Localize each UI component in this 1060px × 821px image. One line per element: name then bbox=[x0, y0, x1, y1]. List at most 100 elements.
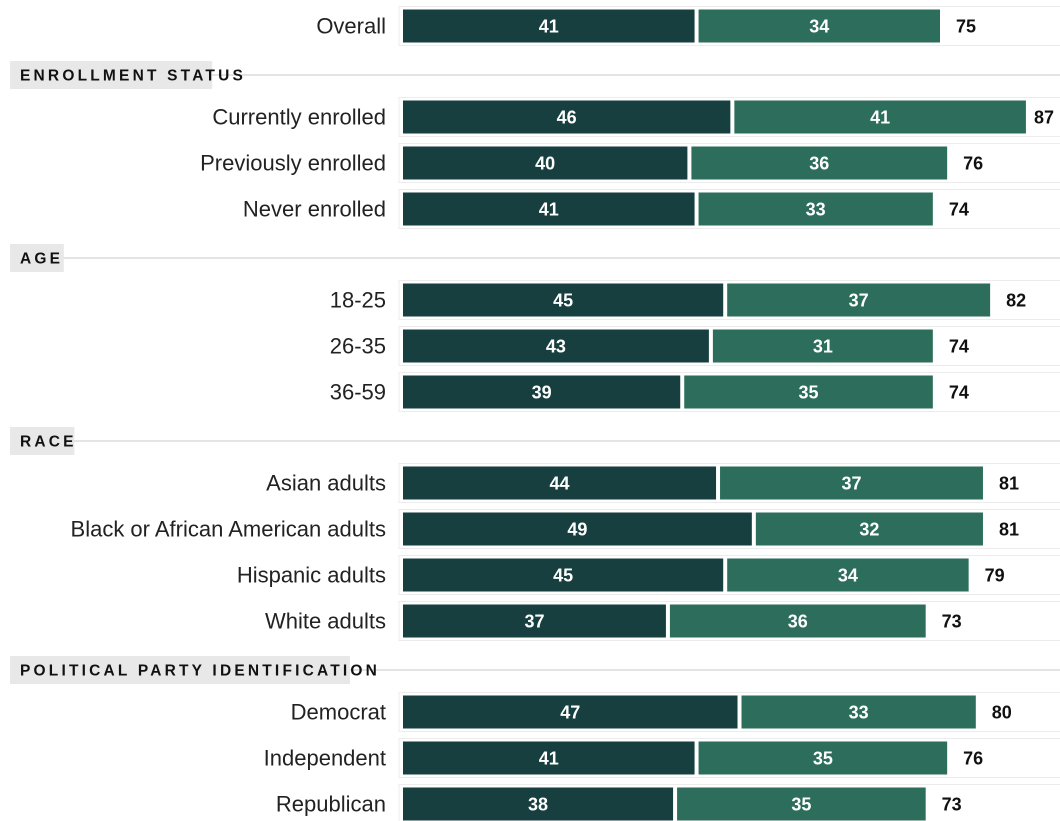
bar-value-label: 41 bbox=[539, 200, 559, 220]
total-label: 81 bbox=[999, 474, 1019, 494]
row-label: Never enrolled bbox=[243, 197, 386, 222]
bar-segment bbox=[698, 741, 948, 775]
row-label: 26-35 bbox=[330, 334, 386, 359]
bar-segment bbox=[712, 329, 933, 363]
bar-value-label: 34 bbox=[809, 17, 829, 37]
row-label: Republican bbox=[276, 792, 386, 817]
total-label: 74 bbox=[949, 337, 969, 357]
bar-value-label: 35 bbox=[813, 749, 833, 769]
bar-value-label: 41 bbox=[539, 17, 559, 37]
bar-segment bbox=[403, 283, 724, 317]
bar-segment bbox=[720, 466, 983, 500]
bar-segment bbox=[403, 192, 695, 226]
bar-value-label: 37 bbox=[524, 612, 544, 632]
row-track bbox=[398, 692, 1060, 732]
section-heading: RACE bbox=[20, 434, 77, 451]
bar-segment bbox=[734, 100, 1026, 134]
bar-segment bbox=[698, 192, 933, 226]
bar-segment bbox=[727, 283, 991, 317]
section-heading: AGE bbox=[20, 251, 63, 268]
bar-segment bbox=[403, 695, 738, 729]
bar-value-label: 46 bbox=[557, 108, 577, 128]
bar-segment bbox=[403, 604, 666, 638]
bar-value-label: 45 bbox=[553, 566, 573, 586]
section-band bbox=[10, 656, 350, 684]
bar-segment bbox=[403, 375, 681, 409]
bar-value-label: 49 bbox=[567, 520, 587, 540]
total-label: 76 bbox=[963, 154, 983, 174]
row-track bbox=[398, 143, 1060, 183]
bar-value-label: 33 bbox=[849, 703, 869, 723]
row-track bbox=[398, 784, 1060, 821]
bar-segment bbox=[403, 512, 752, 546]
row-track bbox=[398, 601, 1060, 641]
bar-value-label: 40 bbox=[535, 154, 555, 174]
bar-segment bbox=[403, 9, 695, 43]
row-label: Democrat bbox=[291, 700, 386, 725]
bar-value-label: 33 bbox=[806, 200, 826, 220]
total-label: 87 bbox=[1034, 108, 1054, 128]
bar-segment bbox=[403, 146, 688, 180]
row-label: 36-59 bbox=[330, 380, 386, 405]
row-track bbox=[398, 326, 1060, 366]
bar-value-label: 36 bbox=[788, 612, 808, 632]
bar-segment bbox=[403, 329, 709, 363]
bar-value-label: 41 bbox=[870, 108, 890, 128]
row-track bbox=[398, 555, 1060, 595]
bar-value-label: 32 bbox=[859, 520, 879, 540]
bar-segment bbox=[403, 100, 731, 134]
bar-value-label: 45 bbox=[553, 291, 573, 311]
total-label: 75 bbox=[956, 17, 976, 37]
total-label: 73 bbox=[942, 795, 962, 815]
row-label: Independent bbox=[264, 746, 386, 771]
total-label: 82 bbox=[1006, 291, 1026, 311]
row-track bbox=[398, 463, 1060, 503]
total-label: 74 bbox=[949, 200, 969, 220]
bar-value-label: 41 bbox=[539, 749, 559, 769]
row-track bbox=[398, 738, 1060, 778]
section-band bbox=[10, 427, 75, 455]
section-heading: ENROLLMENT STATUS bbox=[20, 68, 246, 85]
row-track bbox=[398, 372, 1060, 412]
bar-segment bbox=[727, 558, 969, 592]
row-label: Black or African American adults bbox=[71, 517, 386, 542]
bar-value-label: 39 bbox=[532, 383, 552, 403]
total-label: 73 bbox=[942, 612, 962, 632]
total-label: 81 bbox=[999, 520, 1019, 540]
bar-segment bbox=[755, 512, 983, 546]
bar-segment bbox=[669, 604, 926, 638]
bar-value-label: 38 bbox=[528, 795, 548, 815]
row-label: Hispanic adults bbox=[237, 563, 386, 588]
row-track bbox=[398, 189, 1060, 229]
bar-value-label: 44 bbox=[550, 474, 570, 494]
total-label: 80 bbox=[992, 703, 1012, 723]
row-label: Previously enrolled bbox=[200, 151, 386, 176]
bar-segment bbox=[403, 558, 724, 592]
bar-segment bbox=[403, 466, 717, 500]
row-label: Asian adults bbox=[266, 471, 386, 496]
bar-value-label: 35 bbox=[791, 795, 811, 815]
bar-value-label: 47 bbox=[560, 703, 580, 723]
bar-segment bbox=[741, 695, 976, 729]
total-label: 79 bbox=[985, 566, 1005, 586]
bar-segment bbox=[698, 9, 940, 43]
bar-segment bbox=[403, 787, 674, 821]
bar-value-label: 36 bbox=[809, 154, 829, 174]
bar-value-label: 31 bbox=[813, 337, 833, 357]
section-band bbox=[10, 244, 64, 272]
bar-value-label: 37 bbox=[841, 474, 861, 494]
section-heading: POLITICAL PARTY IDENTIFICATION bbox=[20, 663, 380, 680]
bar-segment bbox=[684, 375, 933, 409]
bar-value-label: 35 bbox=[799, 383, 819, 403]
bar-value-label: 34 bbox=[838, 566, 858, 586]
row-label: White adults bbox=[265, 609, 386, 634]
row-track bbox=[398, 509, 1060, 549]
row-label: Currently enrolled bbox=[212, 105, 386, 130]
row-track bbox=[398, 6, 1060, 46]
bar-value-label: 37 bbox=[849, 291, 869, 311]
row-label: Overall bbox=[316, 14, 386, 39]
total-label: 76 bbox=[963, 749, 983, 769]
bar-value-label: 43 bbox=[546, 337, 566, 357]
row-track bbox=[398, 97, 1060, 137]
